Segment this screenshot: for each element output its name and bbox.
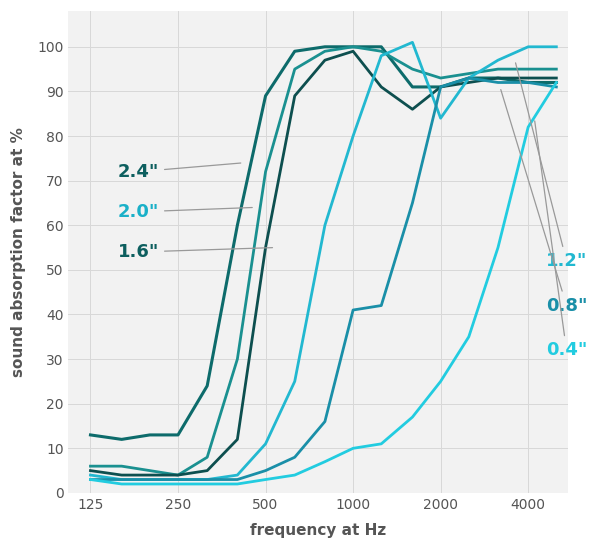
Text: 1.6": 1.6"	[118, 243, 272, 261]
Text: 0.8": 0.8"	[501, 89, 587, 315]
Text: 2.4": 2.4"	[118, 163, 241, 181]
Text: 2.0": 2.0"	[118, 203, 252, 221]
Text: 1.2": 1.2"	[515, 63, 587, 270]
X-axis label: frequency at Hz: frequency at Hz	[250, 523, 386, 538]
Text: 0.4": 0.4"	[535, 121, 587, 359]
Y-axis label: sound absorption factor at %: sound absorption factor at %	[11, 127, 26, 377]
